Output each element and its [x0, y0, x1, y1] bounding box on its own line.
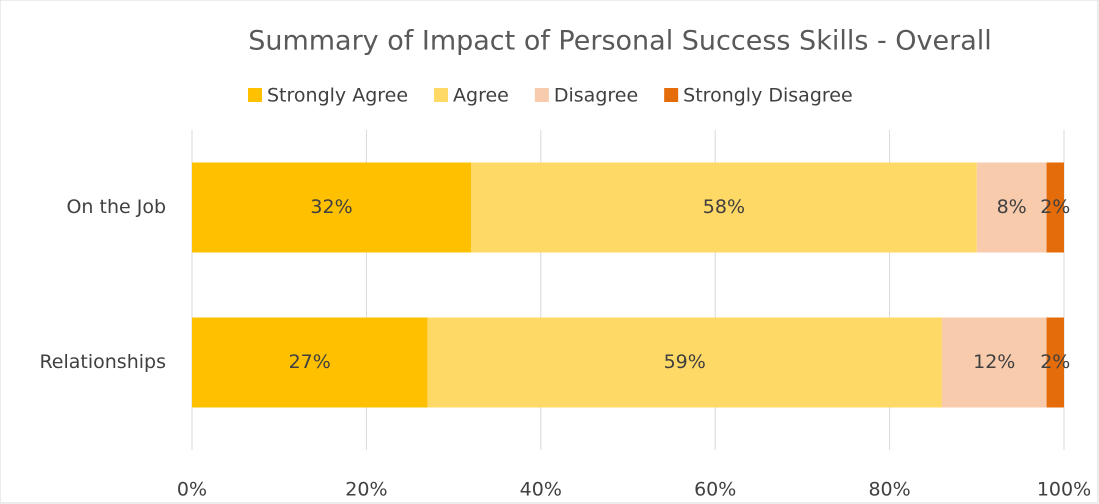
data-label: 2% [1040, 351, 1070, 373]
x-tick-label: 0% [177, 479, 207, 501]
data-label: 27% [289, 351, 331, 373]
y-tick-label: Relationships [39, 351, 166, 373]
legend-swatch [248, 88, 262, 102]
chart-title: Summary of Impact of Personal Success Sk… [248, 26, 992, 57]
bar-segment [192, 162, 472, 253]
bar-segment [941, 317, 1047, 408]
data-label: 2% [1040, 196, 1070, 218]
data-label: 12% [973, 351, 1015, 373]
bar-segment [1046, 317, 1064, 408]
data-label: 58% [703, 196, 745, 218]
legend-swatch [534, 88, 549, 102]
x-tick-label: 80% [868, 479, 910, 501]
legend-swatch [434, 88, 449, 102]
bar-segment [976, 162, 1047, 253]
x-tick-label: 100% [1037, 479, 1091, 501]
bar-segment [1046, 162, 1064, 253]
data-label: 59% [664, 351, 706, 373]
x-tick-label: 60% [694, 479, 736, 501]
legend-label: Strongly Agree [267, 85, 408, 107]
legend-label: Agree [453, 85, 509, 107]
legend-label: Disagree [554, 85, 638, 107]
x-tick-label: 20% [345, 479, 387, 501]
bar-segment [192, 317, 428, 408]
y-tick-label: On the Job [66, 196, 166, 218]
legend-label: Strongly Disagree [683, 85, 852, 107]
bar-segment [427, 317, 942, 408]
legend-swatch [664, 88, 679, 102]
data-label: 8% [997, 196, 1027, 218]
data-label: 32% [310, 196, 352, 218]
x-tick-label: 40% [520, 479, 562, 501]
bar-segment [471, 162, 977, 253]
